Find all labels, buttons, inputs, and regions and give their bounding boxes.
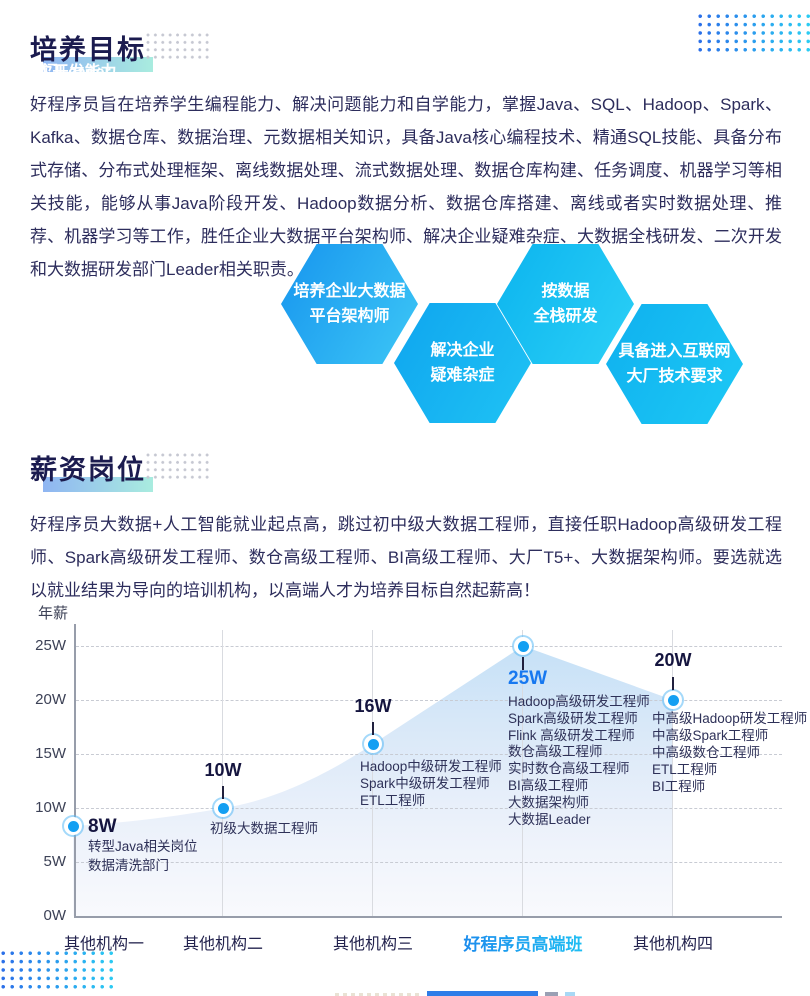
job-item: Spark中级研发工程师 — [360, 776, 490, 791]
hexagon-goal-4-line2: 大厂技术要求 — [626, 368, 723, 385]
ytick-0w: 0W — [43, 907, 67, 924]
value-label-1: 8W — [88, 816, 117, 837]
hexagon-goal-1-line1: 培养企业大数据 — [293, 283, 406, 300]
cutoff-next-section-icon-fragment — [565, 992, 575, 996]
hexagon-goal-4-line1: 具备进入互联网 — [618, 343, 731, 360]
connector-2 — [222, 786, 224, 799]
category-label-4-highlight: 好程序员高端班 — [443, 930, 603, 955]
job-item: 中高级数仓工程师 — [652, 745, 760, 760]
hexagon-goal-5: 拥有 二次开发能力 — [0, 0, 137, 120]
hexagon-goal-6: 大数据研发 部门Leader — [0, 0, 137, 120]
job-item: 中高级Spark工程师 — [652, 728, 769, 743]
gridline-cat-5 — [672, 630, 673, 916]
category-label-2: 其他机构二 — [182, 936, 263, 953]
cutoff-next-section-text-fragment — [545, 992, 558, 996]
title-gradient-underline — [43, 57, 153, 72]
job-item: 大数据架构师 — [508, 794, 589, 810]
hexagon-goal-3-line1: 按数据 — [541, 283, 590, 300]
gridline-10w — [76, 808, 782, 809]
job-item: 大数据Leader — [508, 811, 591, 827]
hexagon-goal-3-line2: 全栈研发 — [533, 308, 598, 325]
hexagon-goal-1-line2: 平台架构师 — [309, 308, 390, 325]
chart-y-axis-title: 年薪 — [38, 605, 69, 622]
jobs-point-1: 转型Java相关岗位 数据清洗部门 — [88, 837, 198, 875]
value-label-4-highlight: 25W — [508, 668, 548, 689]
hexagon-goal-6-line2: 部门Leader — [26, 64, 111, 81]
job-item: 实时数仓高级工程师 — [508, 761, 630, 777]
decor-dot-grid-bottom-left — [1, 951, 116, 992]
hexagon-goal-2-line2: 疑难杂症 — [430, 367, 495, 384]
ytick-15w: 15W — [35, 745, 66, 762]
jobs-point-5: 中高级Hadoop研发工程师 中高级Spark工程师 中高级数仓工程师 ETL工… — [652, 710, 807, 795]
gridline-5w — [76, 862, 782, 863]
connector-3 — [372, 722, 374, 735]
ytick-20w: 20W — [35, 691, 66, 708]
job-item: 中高级Hadoop研发工程师 — [652, 711, 808, 726]
category-label-5: 其他机构四 — [632, 936, 713, 953]
jobs-point-3: Hadoop中级研发工程师 Spark中级研发工程师 ETL工程师 — [360, 758, 502, 809]
section-salary-title: 薪资岗位 — [30, 455, 146, 485]
connector-4 — [522, 657, 524, 670]
jobs-point-4: Hadoop高级研发工程师 Spark高级研发工程师 Flink 高级研发工程师… — [508, 694, 650, 828]
section-salary-title-block: 薪资岗位 — [30, 448, 290, 518]
data-point-5 — [664, 691, 682, 709]
ytick-5w: 5W — [43, 853, 67, 870]
cutoff-next-section-bar — [427, 991, 538, 996]
cutoff-next-section-dots — [335, 993, 421, 996]
value-label-3: 16W — [354, 696, 392, 716]
chart-x-axis — [74, 916, 782, 918]
gridline-25w — [76, 646, 782, 647]
job-item: BI工程师 — [652, 779, 706, 794]
value-label-2: 10W — [204, 760, 242, 780]
category-label-3: 其他机构三 — [332, 936, 413, 953]
hexagon-goal-2-line1: 解决企业 — [430, 342, 495, 359]
title-dot-grid — [145, 32, 209, 62]
chart-area-fill — [73, 646, 673, 916]
gridline-20w — [76, 700, 782, 701]
job-item: ETL工程师 — [652, 762, 718, 777]
ytick-10w: 10W — [35, 799, 66, 816]
chart-y-axis — [74, 624, 76, 918]
hexagon-goal-5-line2: 二次开发能力 — [20, 64, 117, 81]
section-goal-title: 培养目标 — [30, 35, 146, 65]
data-point-4 — [514, 637, 532, 655]
section-goal-title-block: 培养目标 — [30, 28, 290, 98]
jobs-point-2: 初级大数据工程师 — [210, 820, 318, 837]
data-point-3 — [364, 735, 382, 753]
job-item: 初级大数据工程师 — [210, 821, 318, 836]
job-item: Hadoop高级研发工程师 — [508, 694, 650, 709]
ytick-25w: 25W — [35, 637, 66, 654]
job-item: 转型Java相关岗位 — [88, 839, 198, 854]
gridline-cat-4 — [522, 630, 523, 916]
job-item: BI高级工程师 — [508, 777, 589, 793]
gridline-cat-3 — [372, 630, 373, 916]
hexagon-goal-4: 具备进入互联网 大厂技术要求 — [606, 304, 743, 424]
title-gradient-underline — [43, 477, 153, 492]
hexagon-goal-6-line1: 大数据研发 — [28, 39, 109, 56]
job-item: 数仓高级工程师 — [508, 744, 603, 760]
hexagon-goal-5-line1: 拥有 — [52, 39, 85, 56]
gridline-cat-2 — [222, 630, 223, 916]
job-item: ETL工程师 — [360, 793, 426, 808]
gridline-15w — [76, 754, 782, 755]
data-point-1 — [64, 817, 82, 835]
connector-5 — [672, 677, 674, 690]
section-salary-paragraph: 好程序员大数据+人工智能就业起点高，跳过初中级大数据工程师，直接任职Hadoop… — [30, 515, 782, 600]
value-label-5: 20W — [654, 650, 692, 670]
data-point-2 — [214, 799, 232, 817]
job-item: Hadoop中级研发工程师 — [360, 759, 502, 774]
job-item: Flink 高级研发工程师 — [508, 727, 635, 743]
job-item: Spark高级研发工程师 — [508, 710, 638, 726]
job-item: 数据清洗部门 — [88, 858, 169, 873]
title-dot-grid — [145, 452, 209, 482]
decor-dot-grid-top-right — [698, 14, 810, 56]
category-label-1: 其他机构一 — [63, 936, 144, 953]
section-goal-paragraph: 好程序员旨在培养学生编程能力、解决问题能力和自学能力，掌握Java、SQL、Ha… — [30, 95, 782, 279]
